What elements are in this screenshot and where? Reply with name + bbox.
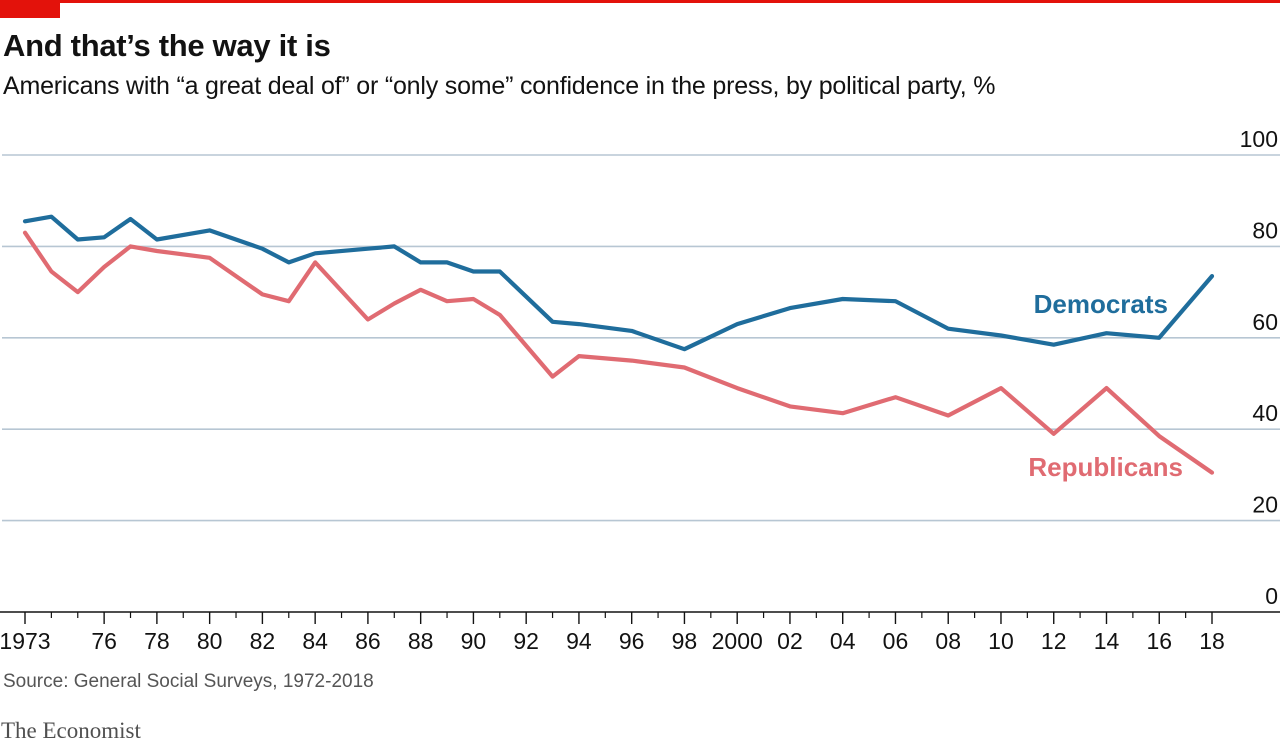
x-tick-label: 82: [250, 628, 276, 654]
gridlines: [2, 154, 1280, 522]
x-tick-label: 14: [1094, 628, 1120, 654]
top-rule: [0, 0, 1280, 3]
x-tick-label: 86: [355, 628, 381, 654]
x-tick-label: 98: [672, 628, 698, 654]
x-tick-label: 96: [619, 628, 645, 654]
x-tick-label: 12: [1041, 628, 1067, 654]
economist-logo: The Economist: [1, 718, 141, 743]
y-tick-label: 20: [1252, 492, 1278, 518]
x-tick-label: 78: [144, 628, 170, 654]
chart-title: And that’s the way it is: [3, 28, 331, 63]
y-tick-label: 100: [1240, 126, 1278, 152]
y-tick-label: 40: [1252, 400, 1278, 426]
x-tick-label: 02: [777, 628, 803, 654]
series-line-democrats: [22, 214, 1215, 352]
x-tick-label: 94: [566, 628, 592, 654]
y-tick-label: 0: [1265, 583, 1278, 609]
source-note: Source: General Social Surveys, 1972-201…: [3, 671, 374, 692]
x-tick-label: 80: [197, 628, 223, 654]
x-axis: [0, 611, 1280, 624]
y-tick-label: 60: [1252, 309, 1278, 335]
x-tick-label: 1973: [0, 628, 51, 654]
x-tick-label: 84: [302, 628, 328, 654]
x-tick-label: 08: [935, 628, 961, 654]
brand-tag: [0, 0, 60, 18]
x-tick-label: 06: [883, 628, 909, 654]
series-label-republicans: Republicans: [1028, 452, 1183, 482]
x-tick-label: 90: [461, 628, 487, 654]
series-lines: [22, 214, 1215, 475]
x-tick-label: 10: [988, 628, 1014, 654]
x-tick-label: 92: [513, 628, 539, 654]
chart-subtitle: Americans with “a great deal of” or “onl…: [3, 72, 996, 100]
series-label-democrats: Democrats: [1034, 289, 1168, 319]
x-tick-label: 18: [1199, 628, 1225, 654]
x-tick-label: 16: [1146, 628, 1172, 654]
series-line-republicans: [22, 230, 1215, 475]
x-tick-label: 76: [91, 628, 117, 654]
x-tick-label: 88: [408, 628, 434, 654]
x-tick-label: 2000: [712, 628, 763, 654]
x-axis-tick-labels: 1973 76 78 80 82 84 86 88 90 92 94 96 98 2000 02 04 06 08…: [0, 628, 1225, 654]
y-axis-tick-labels: 0 20 40 60 80 100: [1240, 126, 1278, 609]
x-tick-label: 04: [830, 628, 856, 654]
y-tick-label: 80: [1252, 217, 1278, 243]
